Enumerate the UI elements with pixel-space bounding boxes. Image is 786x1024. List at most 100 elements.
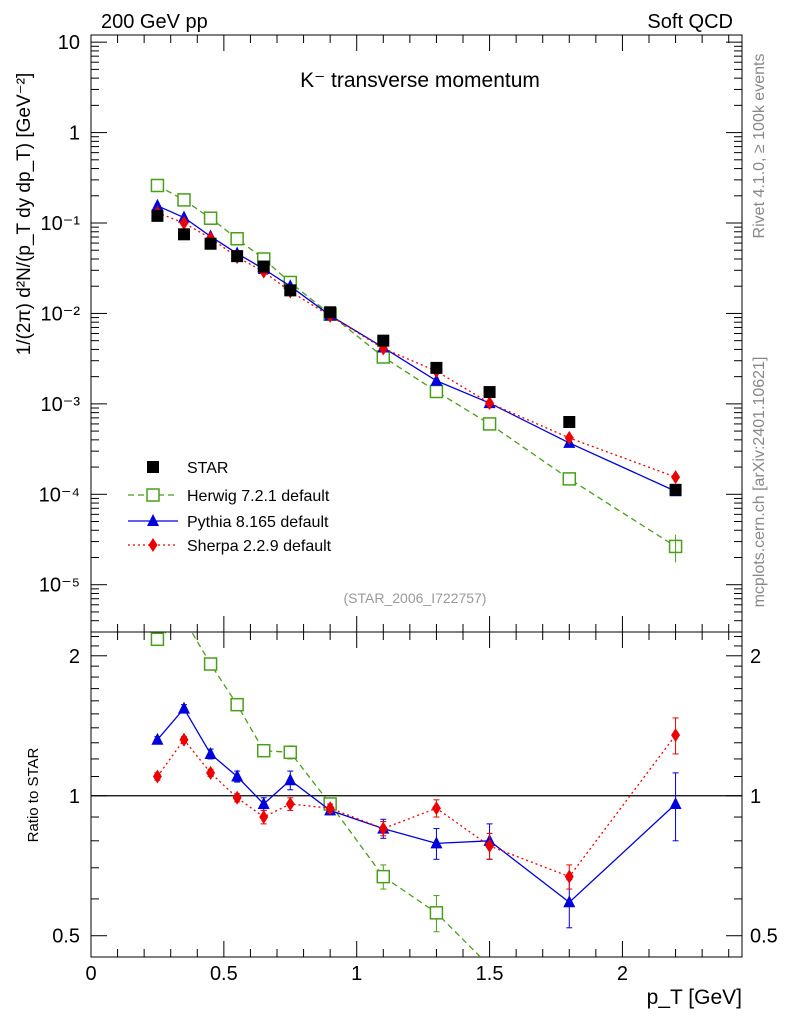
star-point [257,260,270,273]
sherpa-ratio-point [232,790,242,805]
header-right: Soft QCD [647,11,733,33]
star-point [178,228,190,241]
pythia-point [151,198,164,211]
main-y-tick-label: 10⁻² [41,303,81,325]
pythia-ratio-point [430,836,443,849]
x-tick-label: 0 [85,963,96,985]
herwig-ratio-point [283,745,298,760]
pythia-ratio-point [669,796,682,809]
legend-marker-pythia [147,514,159,526]
herwig-ratio-point [429,906,444,920]
herwig-ratio-point [203,657,218,671]
ratio-axis-ticks [90,632,742,957]
main-y-tick-label: 10⁻³ [41,394,81,416]
ratio-ylabel: Ratio to STAR [25,747,42,842]
sherpa-ratio-point [152,769,162,784]
pythia-ratio-point [563,895,576,908]
sherpa-point [485,396,495,411]
herwig-point [482,417,497,431]
ratio-series-group [150,632,682,957]
ratio-y-tick-label: 0.5 [52,926,80,948]
sherpa-ratio-point [564,869,574,884]
sherpa-ratio-point [378,821,388,836]
herwig-ratio-point [230,697,244,712]
pythia-ratio-point [204,746,217,759]
herwig-point [203,211,218,225]
ratio-panel-frame [90,631,743,958]
herwig-line [157,184,676,547]
sherpa-ratio-point [671,728,681,743]
legend-marker-star [147,461,159,473]
star-point [483,386,496,399]
sherpa-point [179,216,189,231]
x-tick-label: 2 [617,963,628,985]
pythia-ratio-point [231,769,244,782]
herwig-point [562,472,577,486]
pythia-ratio-point [178,701,190,714]
ratio-y-tick-labels: 0.5 0.5 1 1 2 2 [52,646,778,948]
sherpa-ratio-point [259,810,269,825]
star-point [669,483,682,496]
sherpa-ratio-point [431,801,441,816]
main-y-tick-label: 1 [69,123,80,145]
sherpa-ratio-point [485,838,495,853]
star-point [430,361,443,374]
sherpa-point [564,430,574,445]
pythia-ratio-point [257,796,270,809]
header-left: 200 GeV pp [101,11,208,33]
x-axis-label: p_T [GeV] [647,986,742,1009]
ratio-y-tick-label-right: 0.5 [750,926,778,948]
legend-label-star: STAR [187,460,228,477]
herwig-point [177,193,191,207]
ratio-y-tick-label: 2 [69,646,80,668]
pythia-ratio-point [151,732,164,745]
legend: STAR Herwig 7.2.1 default Pythia 8.165 def… [128,460,332,555]
legend-marker-sherpa [148,538,158,552]
star-point [563,416,576,429]
star-point [324,306,337,319]
main-series-group [150,178,683,563]
herwig-point [429,384,444,399]
main-y-tick-label: 10⁻⁵ [39,575,80,597]
star-point [151,209,164,222]
ratio-y-tick-label-right: 2 [750,646,761,668]
sherpa-ratio-point [206,765,216,780]
star-point [231,250,244,263]
x-tick-label: 0.5 [210,963,238,985]
main-y-tick-label: 10⁻¹ [41,213,81,235]
star-point [204,237,217,250]
herwig-ratio-point [150,632,165,647]
x-tick-label: 1.5 [476,963,504,985]
rivet-label: Rivet 4.1.0, ≥ 100k events [751,54,768,239]
legend-label-pythia: Pythia 8.165 default [187,514,329,531]
x-tick-labels: 0 0.5 1 1.5 2 [85,963,628,985]
pythia-point [430,373,443,386]
mcplots-label: mcplots.cern.ch [arXiv:2401.10621] [751,357,768,608]
herwig-point [150,178,165,193]
main-title: K⁻ transverse momentum [300,69,540,92]
x-tick-label: 1 [351,963,362,985]
pythia-line [157,205,676,492]
sherpa-ratio-line [156,734,677,878]
legend-label-herwig: Herwig 7.2.1 default [187,488,330,505]
star-point [377,334,390,347]
sherpa-ratio-point [285,796,295,811]
star-point [284,284,297,297]
herwig-point [230,231,244,246]
herwig-ratio-point [376,869,391,884]
legend-marker-herwig [146,488,160,502]
pythia-ratio-line [156,707,677,904]
ratio-y-tick-label: 1 [69,786,80,808]
herwig-ratio-line [157,632,482,957]
pythia-ratio-point [284,773,297,786]
main-axis-ticks [90,35,742,633]
legend-label-sherpa: Sherpa 2.2.9 default [187,538,332,555]
sherpa-ratio-point [179,732,189,747]
main-y-tick-label: 10⁻⁴ [39,484,80,506]
herwig-ratio-point [256,743,271,758]
main-y-tick-labels: 10⁻⁵ 10⁻⁴ 10⁻³ 10⁻² 10⁻¹ 1 10 [39,32,81,597]
main-ylabel: 1/(2π) d²N/(p_T dy dp_T) [GeV⁻²] [14,73,35,356]
sherpa-ratio-point [325,801,335,816]
analysis-tag: (STAR_2006_I722757) [344,590,487,606]
